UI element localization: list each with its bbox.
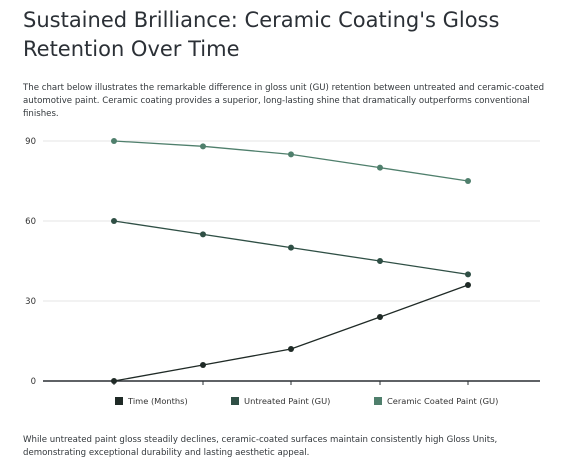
legend-swatch [115, 397, 123, 405]
chart-title: Sustained Brilliance: Ceramic Coating's … [23, 8, 500, 61]
data-point [377, 164, 383, 171]
data-point [465, 282, 471, 288]
legend-label: Ceramic Coated Paint (GU) [387, 396, 498, 406]
y-tick-label: 30 [25, 297, 36, 307]
data-point [111, 138, 117, 144]
data-point [111, 378, 117, 384]
data-point [111, 218, 117, 224]
data-point [465, 271, 471, 278]
data-point [377, 258, 383, 264]
legend-label: Time (Months) [127, 396, 188, 406]
data-point [200, 362, 206, 368]
y-tick-label: 60 [25, 217, 36, 227]
data-point [200, 231, 206, 238]
data-point [288, 244, 294, 251]
series-line [113, 284, 469, 382]
legend-swatch [374, 397, 382, 405]
legend-swatch [231, 397, 239, 405]
data-point [200, 143, 206, 150]
chart-footer-note: While untreated paint gloss steadily dec… [23, 435, 498, 458]
series-line [113, 140, 469, 182]
y-tick-label: 0 [31, 377, 36, 387]
legend-label: Untreated Paint (GU) [244, 396, 330, 406]
chart-description: The chart below illustrates the remarkab… [23, 83, 545, 119]
data-point [465, 178, 471, 184]
y-tick-label: 90 [25, 137, 36, 147]
data-point [288, 151, 294, 158]
data-point [377, 314, 383, 320]
data-point [288, 346, 294, 352]
